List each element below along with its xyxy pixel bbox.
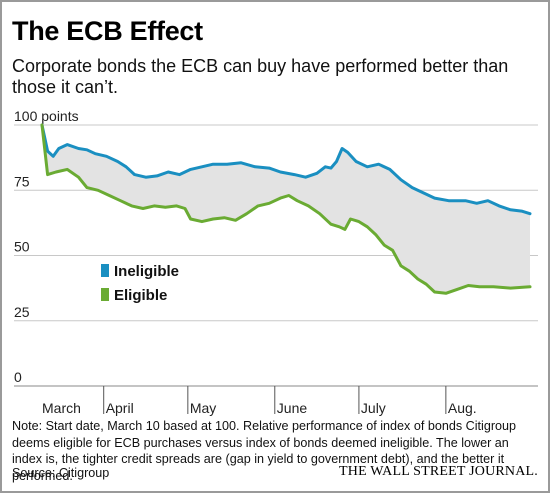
legend-swatch-ineligible: [101, 264, 109, 277]
y-tick-label: 100 points: [14, 108, 79, 124]
y-tick-label: 50: [14, 239, 30, 255]
series-line-ineligible: [40, 123, 532, 216]
series-line-eligible: [40, 123, 532, 295]
y-tick-label: 75: [14, 173, 30, 189]
source-credit: Source: Citigroup: [12, 466, 110, 480]
legend-label-ineligible: Ineligible: [114, 263, 179, 280]
chart-title: The ECB Effect: [12, 16, 203, 46]
chart-subtitle: Corporate bonds the ECB can buy have per…: [12, 56, 509, 97]
gap-shading: [42, 125, 530, 294]
x-tick-label: May: [190, 400, 216, 416]
publisher-logo: THE WALL STREET JOURNAL.: [339, 464, 538, 479]
legend-label-eligible: Eligible: [114, 287, 167, 304]
x-tick-label: March: [42, 400, 81, 416]
x-tick-label: June: [277, 400, 308, 416]
y-tick-label: 0: [14, 369, 22, 385]
x-tick-label: July: [361, 400, 386, 416]
x-tick-label: Aug.: [448, 400, 477, 416]
legend-swatch-eligible: [101, 288, 109, 301]
x-tick-label: April: [106, 400, 134, 416]
chart-note: Note: Start date, March 10 based at 100.…: [12, 419, 517, 483]
y-tick-label: 25: [14, 304, 30, 320]
